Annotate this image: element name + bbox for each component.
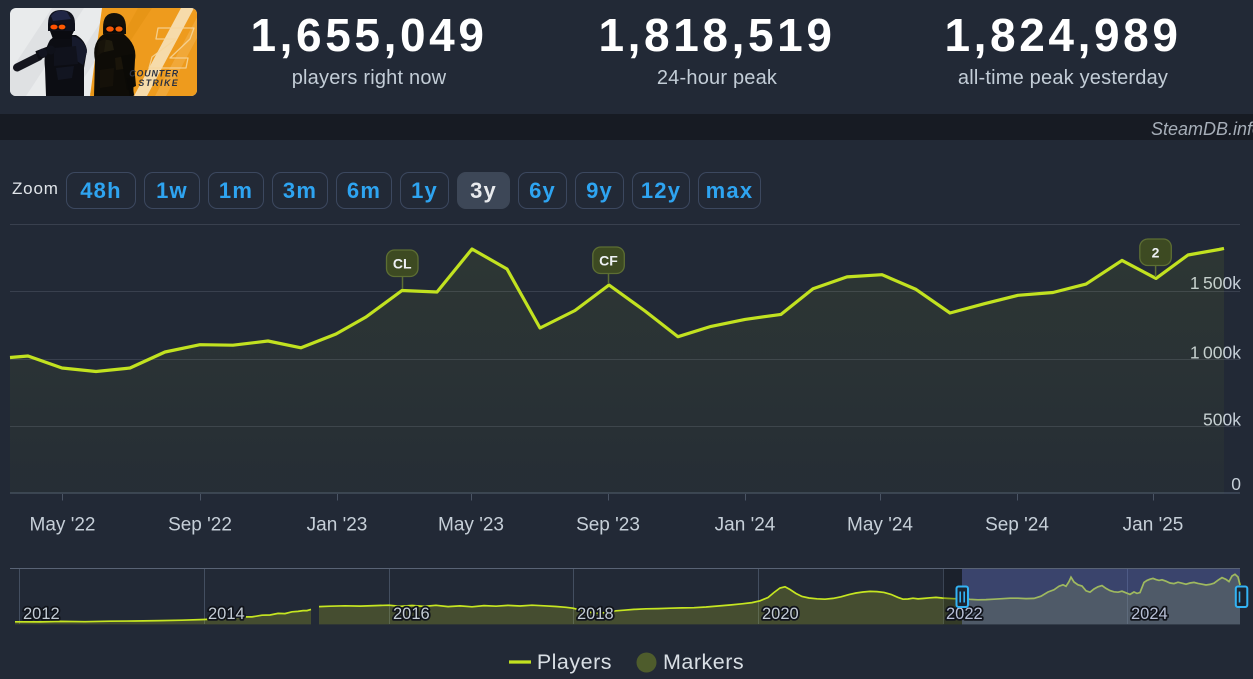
svg-text:May '23: May '23 xyxy=(438,515,504,536)
svg-text:2014: 2014 xyxy=(208,605,245,623)
svg-text:2022: 2022 xyxy=(946,605,983,623)
svg-text:CL: CL xyxy=(393,256,412,272)
svg-text:Jan '25: Jan '25 xyxy=(1123,515,1184,536)
svg-text:2024: 2024 xyxy=(1131,605,1168,623)
svg-text:COUNTER: COUNTER xyxy=(129,69,179,79)
svg-text:2: 2 xyxy=(1152,245,1160,261)
svg-text:CF: CF xyxy=(599,253,618,269)
svg-text:STRIKE: STRIKE xyxy=(138,78,179,88)
svg-text:0: 0 xyxy=(1231,474,1241,494)
svg-text:Sep '23: Sep '23 xyxy=(576,515,640,536)
svg-text:Jan '23: Jan '23 xyxy=(307,515,368,536)
svg-text:May '24: May '24 xyxy=(847,515,913,536)
svg-text:May '22: May '22 xyxy=(30,515,96,536)
svg-text:Jan '24: Jan '24 xyxy=(715,515,776,536)
svg-text:2018: 2018 xyxy=(577,605,614,623)
svg-text:Sep '24: Sep '24 xyxy=(985,515,1049,536)
svg-text:2016: 2016 xyxy=(393,605,430,623)
svg-text:2020: 2020 xyxy=(762,605,799,623)
svg-text:2012: 2012 xyxy=(23,605,60,623)
svg-text:Sep '22: Sep '22 xyxy=(168,515,232,536)
